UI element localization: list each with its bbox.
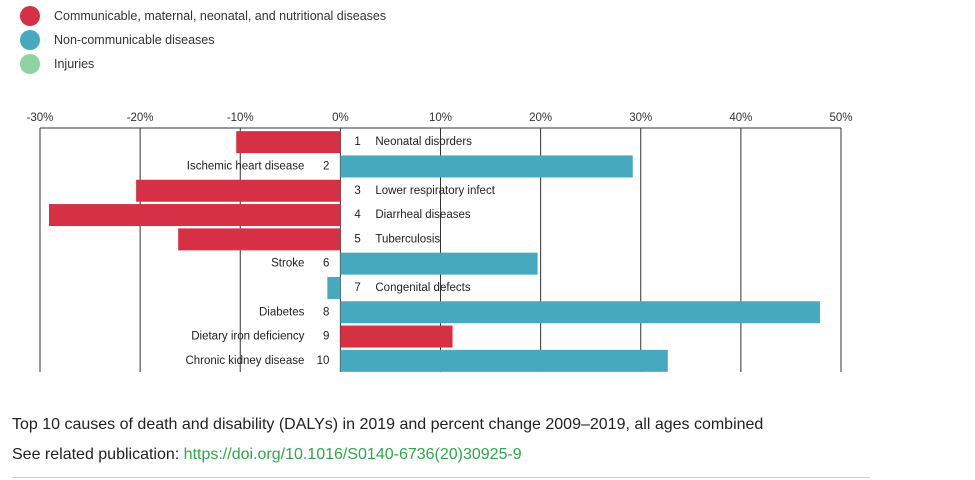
bar-4 [49,204,341,227]
rank-label-10: 10 [317,355,330,367]
chart-caption: Top 10 causes of death and disability (D… [12,416,764,433]
bar-8 [340,301,820,324]
legend-item-communicable: Communicable, maternal, neonatal, and nu… [20,4,386,28]
category-label-4: Diarrheal diseases [375,209,470,221]
tick-label-7: 40% [729,112,752,124]
category-label-5: Tuberculosis [375,233,440,245]
publication-link[interactable]: https://doi.org/10.1016/S0140-6736(20)30… [183,446,522,463]
category-label-9: Dietary iron deficiency [191,331,304,343]
bottom-divider [12,477,870,478]
tick-label-5: 20% [529,112,552,124]
rank-label-7: 7 [354,282,360,294]
tick-label-6: 30% [629,112,652,124]
legend: Communicable, maternal, neonatal, and nu… [20,4,386,76]
rank-label-1: 1 [354,136,360,148]
bar-chart: -30% -20% -10% 0% 10% 20% 30% 40% 50% 1 Neonatal d… [27,112,853,372]
legend-swatch-non-communicable [20,30,40,50]
rank-label-2: 2 [323,160,329,172]
tick-label-3: 0% [332,112,349,124]
related-prefix: See related publication: [12,446,184,463]
bar-5 [178,228,341,251]
tick-label-8: 50% [829,112,852,124]
bar-10 [340,349,668,372]
rank-label-4: 4 [354,209,361,221]
tick-label-2: -10% [227,112,254,124]
bar-9 [340,325,453,348]
legend-label-communicable: Communicable, maternal, neonatal, and nu… [54,9,387,23]
tick-label-4: 10% [429,112,452,124]
related-publication: See related publication: https://doi.org… [12,446,522,464]
legend-item-injuries: Injuries [20,52,386,76]
bar-1 [236,131,341,154]
rank-label-6: 6 [323,258,329,270]
bar-3 [136,179,341,202]
legend-label-injuries: Injuries [54,57,95,71]
tick-label-0: -30% [27,112,54,124]
rank-label-9: 9 [323,331,329,343]
category-label-6: Stroke [271,258,304,270]
category-label-3: Lower respiratory infect [375,185,495,197]
rank-label-8: 8 [323,306,329,318]
legend-label-non-communicable: Non-communicable diseases [54,33,215,47]
category-label-1: Neonatal disorders [375,136,472,148]
bar-7 [327,276,341,299]
category-label-10: Chronic kidney disease [185,355,304,367]
tick-label-1: -20% [127,112,154,124]
category-label-8: Diabetes [259,306,305,318]
bar-6 [340,252,538,275]
rank-label-3: 3 [354,185,360,197]
legend-swatch-communicable [20,6,40,26]
legend-swatch-injuries [20,54,40,74]
category-label-7: Congenital defects [375,282,471,294]
legend-item-non-communicable: Non-communicable diseases [20,28,386,52]
rank-label-5: 5 [354,233,360,245]
category-label-2: Ischemic heart disease [187,160,305,172]
bar-2 [340,155,633,178]
